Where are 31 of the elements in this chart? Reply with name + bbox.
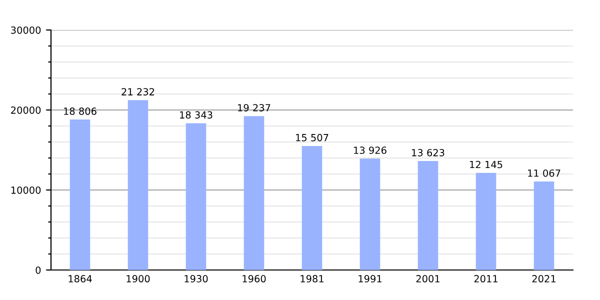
x-tick-label: 2021 [532, 275, 556, 282]
x-tick-label: 1930 [184, 275, 208, 282]
data-label: 21 232 [122, 88, 154, 96]
data-label: 13 926 [354, 146, 386, 154]
bar [128, 100, 148, 270]
x-tick-label: 1981 [300, 275, 324, 282]
bar [476, 172, 496, 270]
bar [534, 181, 554, 270]
y-tick-label: 30000 [11, 26, 41, 34]
data-label: 11 067 [528, 169, 560, 177]
y-tick-label: 0 [36, 266, 41, 274]
bar [186, 123, 206, 270]
x-tick-label: 1900 [126, 275, 150, 282]
x-tick-label: 1991 [358, 275, 382, 282]
bar [302, 146, 322, 270]
bar [244, 116, 264, 270]
y-tick-label: 20000 [11, 106, 41, 114]
data-label: 18 806 [64, 108, 96, 115]
data-label: 19 237 [238, 104, 270, 112]
bar [70, 120, 90, 270]
data-label: 12 145 [470, 160, 502, 168]
data-label: 18 343 [180, 111, 212, 119]
bar [418, 161, 438, 270]
bar [360, 158, 380, 270]
data-label: 15 507 [296, 134, 328, 142]
x-tick-label: 2001 [416, 275, 440, 282]
x-tick-label: 1960 [242, 275, 266, 282]
y-tick-label: 10000 [11, 186, 41, 194]
data-label: 13 623 [412, 149, 444, 156]
x-tick-label: 1864 [68, 275, 92, 282]
x-tick-label: 2011 [474, 275, 498, 282]
